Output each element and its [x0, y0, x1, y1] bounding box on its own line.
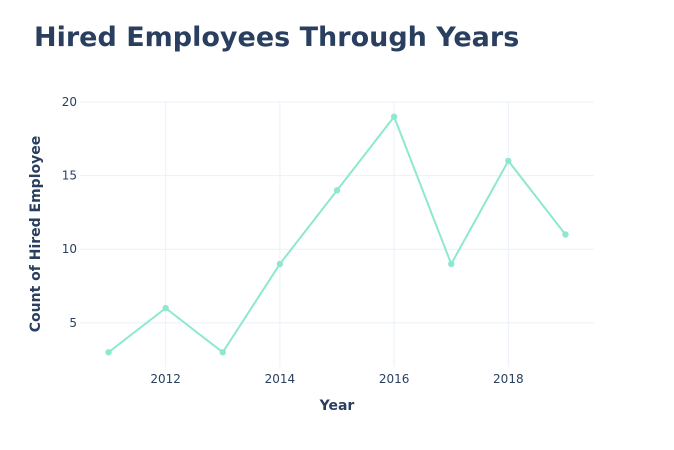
series-line-0 — [107, 115, 567, 354]
x-tick-label-1: 2014 — [265, 372, 296, 386]
x-tick-label-3: 2018 — [493, 372, 524, 386]
x-axis-title: Year — [319, 398, 355, 414]
data-point-2018[interactable] — [505, 157, 512, 165]
data-point-2012[interactable] — [162, 304, 169, 312]
y-axis-ticks: 5 10 15 20 — [62, 95, 77, 330]
chart-title: Hired Employees Through Years — [34, 22, 520, 53]
data-point-2011[interactable] — [105, 349, 112, 356]
y-tick-label-1: 10 — [62, 242, 77, 256]
data-point-2019[interactable] — [562, 231, 569, 238]
data-point-2017[interactable] — [448, 260, 455, 268]
x-tick-label-0: 2012 — [150, 372, 181, 386]
series-layer — [105, 113, 569, 356]
data-point-2013[interactable] — [219, 349, 226, 356]
y-gridlines — [80, 101, 594, 324]
data-point-2015[interactable] — [333, 187, 341, 194]
data-point-2014[interactable] — [276, 260, 284, 268]
y-tick-label-2: 15 — [62, 169, 77, 183]
x-axis-ticks: 2012 2014 2016 2018 — [150, 372, 523, 386]
y-axis-title: Count of Hired Employee — [28, 136, 44, 333]
x-gridlines — [165, 102, 509, 367]
x-tick-label-2: 2016 — [379, 372, 410, 386]
y-tick-label-3: 20 — [62, 95, 77, 109]
y-tick-label-0: 5 — [69, 316, 77, 330]
data-point-2016[interactable] — [390, 113, 398, 120]
